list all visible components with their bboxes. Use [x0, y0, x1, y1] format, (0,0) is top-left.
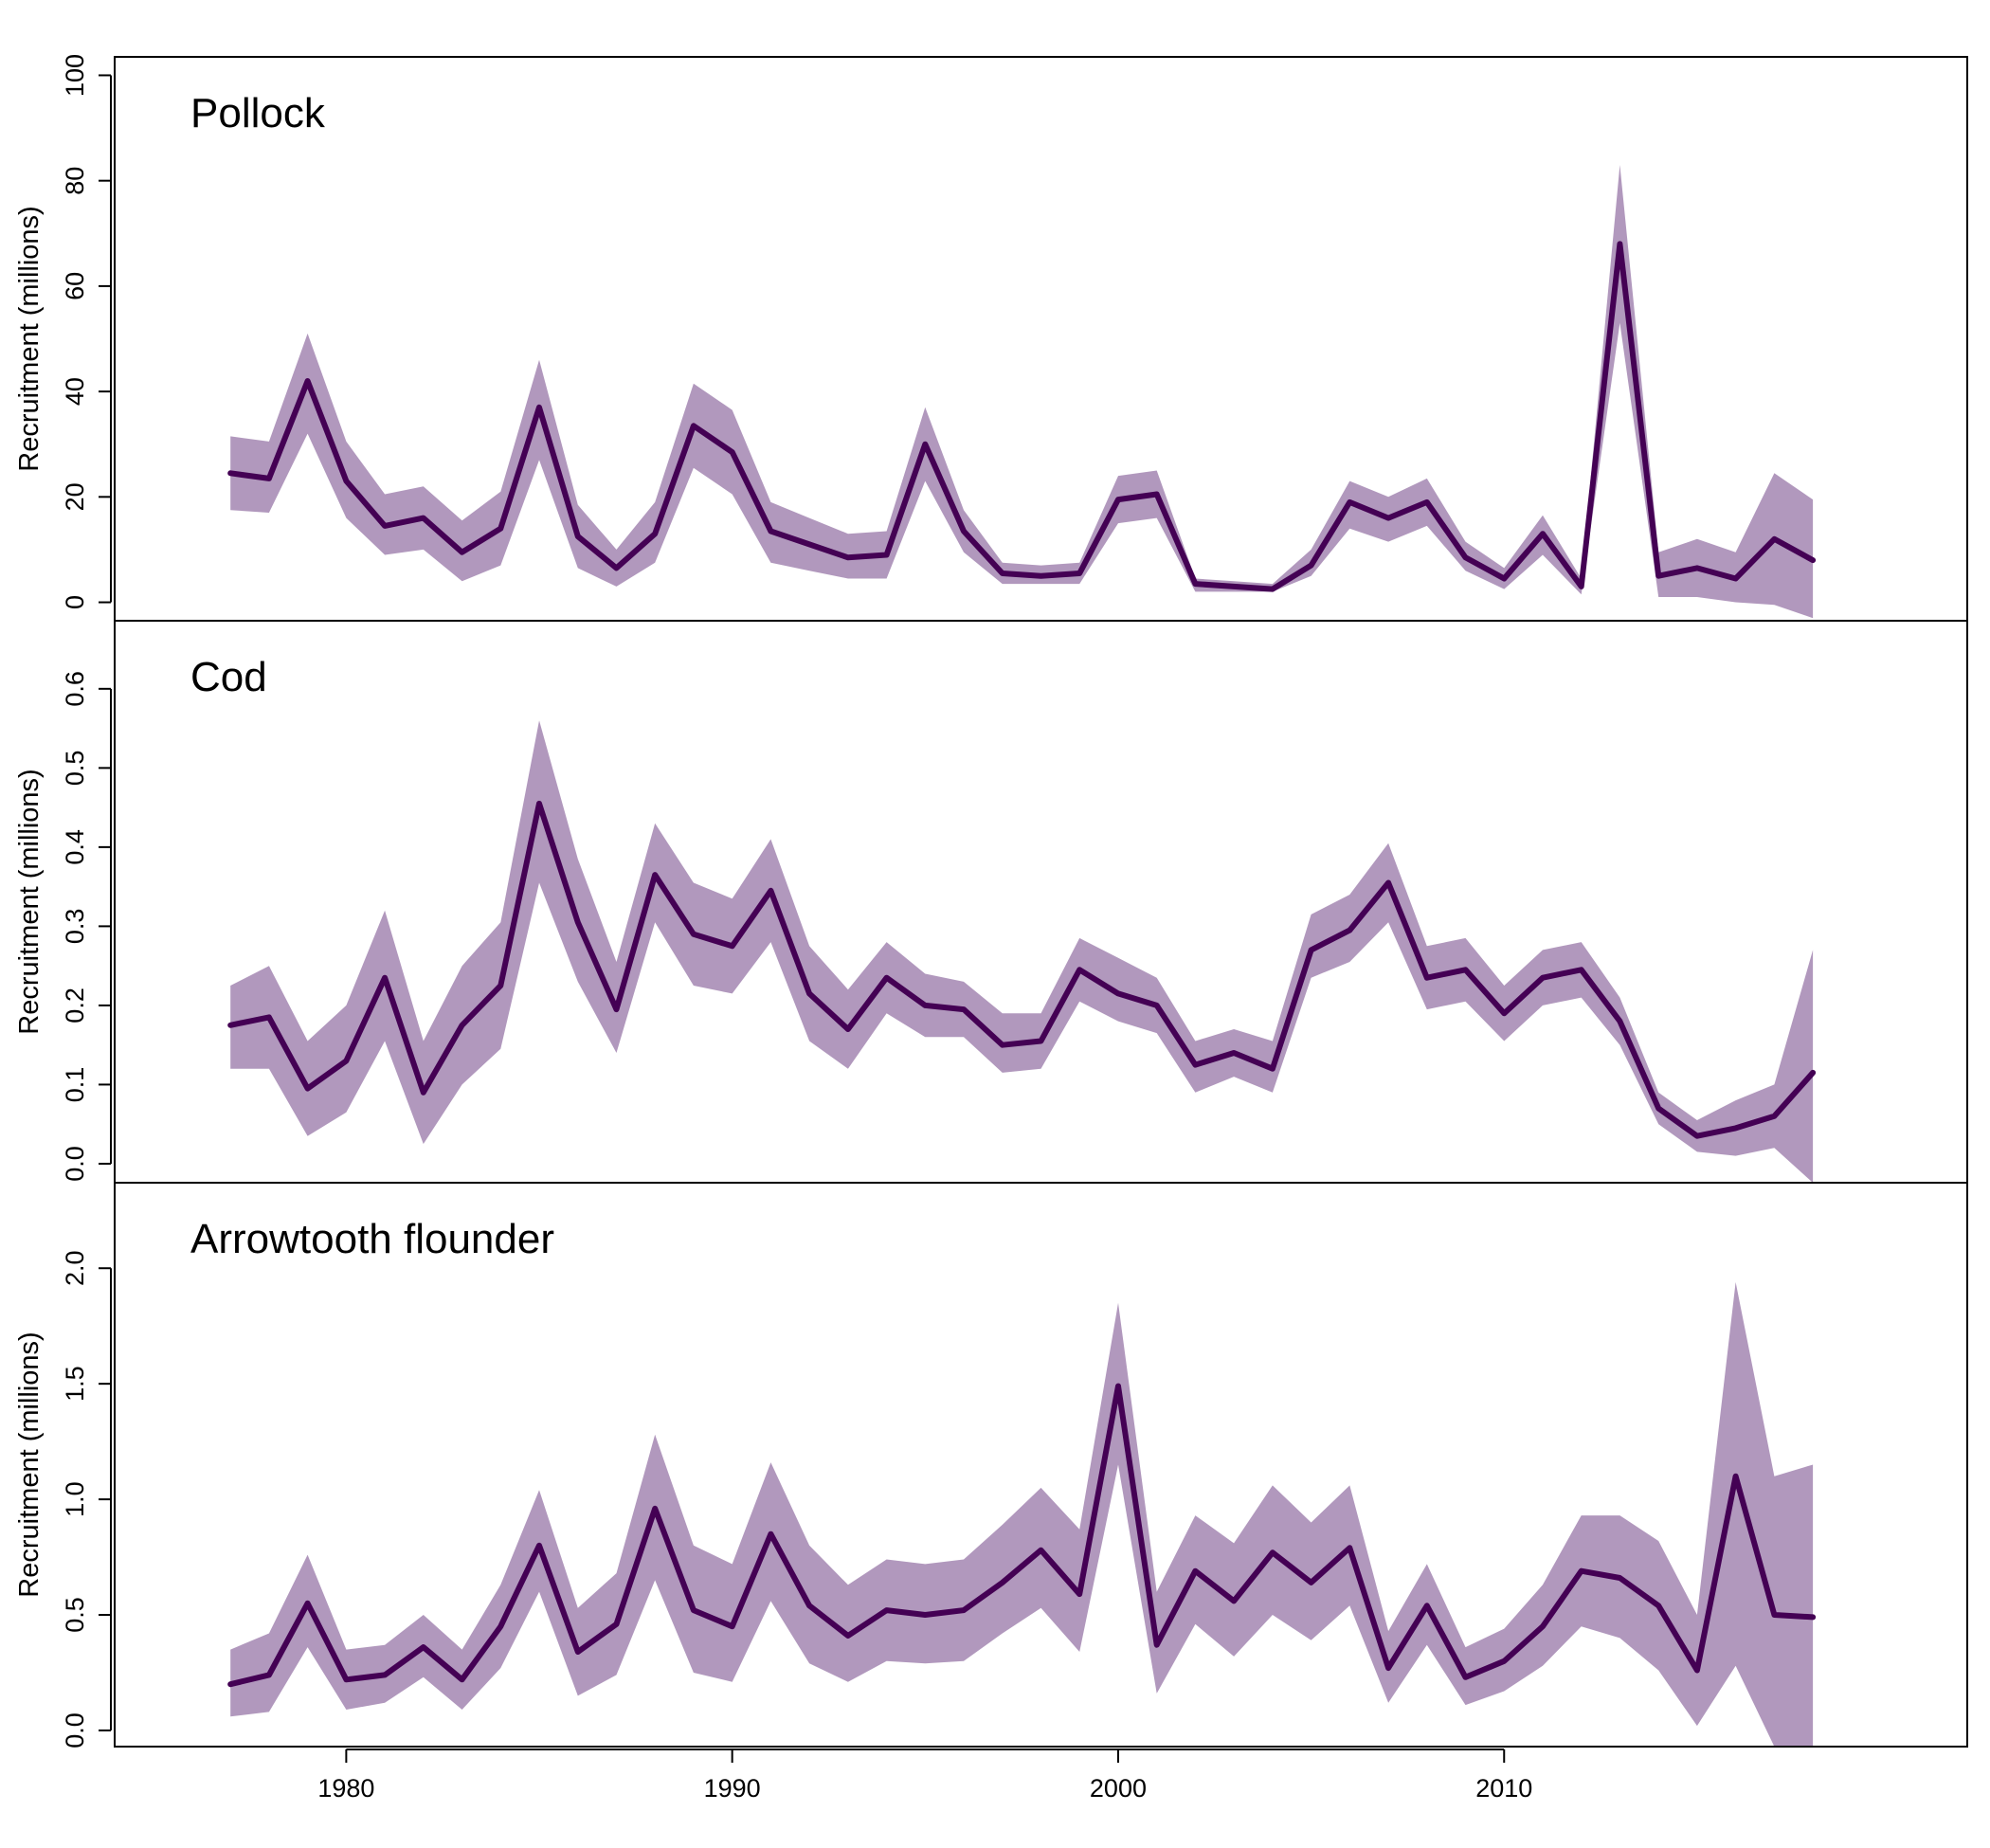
- y-tick-label: 0: [61, 595, 89, 609]
- y-tick-label: 20: [61, 482, 89, 511]
- recruitment-line: [227, 241, 1817, 592]
- confidence-band: [230, 1281, 1814, 1747]
- y-tick-label: 0.2: [61, 987, 89, 1024]
- y-tick-label: 80: [61, 167, 89, 195]
- x-tick-label: 2000: [1090, 1774, 1147, 1803]
- panel-title: Pollock: [190, 90, 326, 136]
- recruitment-line: [227, 800, 1817, 1139]
- y-tick-label: 0.6: [61, 671, 89, 707]
- panel-title: Cod: [190, 654, 267, 700]
- panel-frame: [114, 620, 1968, 1184]
- y-tick-label: 0.0: [61, 1146, 89, 1182]
- y-axis-label: Recruitment (millions): [14, 206, 45, 471]
- y-tick-label: 0.4: [61, 829, 89, 865]
- y-tick-label: 0.0: [61, 1712, 89, 1748]
- x-tick-label: 1980: [317, 1774, 374, 1803]
- x-tick-label: 2010: [1475, 1774, 1532, 1803]
- y-tick-label: 100: [61, 54, 89, 97]
- y-tick-label: 1.0: [61, 1481, 89, 1517]
- y-tick-label: 1.5: [61, 1366, 89, 1402]
- panel-title: Arrowtooth flounder: [190, 1216, 554, 1262]
- confidence-band: [230, 720, 1814, 1183]
- panel-frame: [114, 1182, 1968, 1748]
- y-tick-label: 60: [61, 272, 89, 300]
- y-tick-label: 2.0: [61, 1250, 89, 1286]
- recruitment-line: [227, 1383, 1817, 1688]
- y-tick-label: 0.5: [61, 751, 89, 787]
- y-tick-label: 0.5: [61, 1597, 89, 1633]
- y-axis-label: Recruitment (millions): [14, 769, 45, 1034]
- y-tick-label: 0.3: [61, 909, 89, 945]
- x-tick-label: 1990: [704, 1774, 761, 1803]
- y-tick-label: 40: [61, 377, 89, 406]
- y-axis-label: Recruitment (millions): [14, 1332, 45, 1597]
- y-tick-label: 0.1: [61, 1067, 89, 1103]
